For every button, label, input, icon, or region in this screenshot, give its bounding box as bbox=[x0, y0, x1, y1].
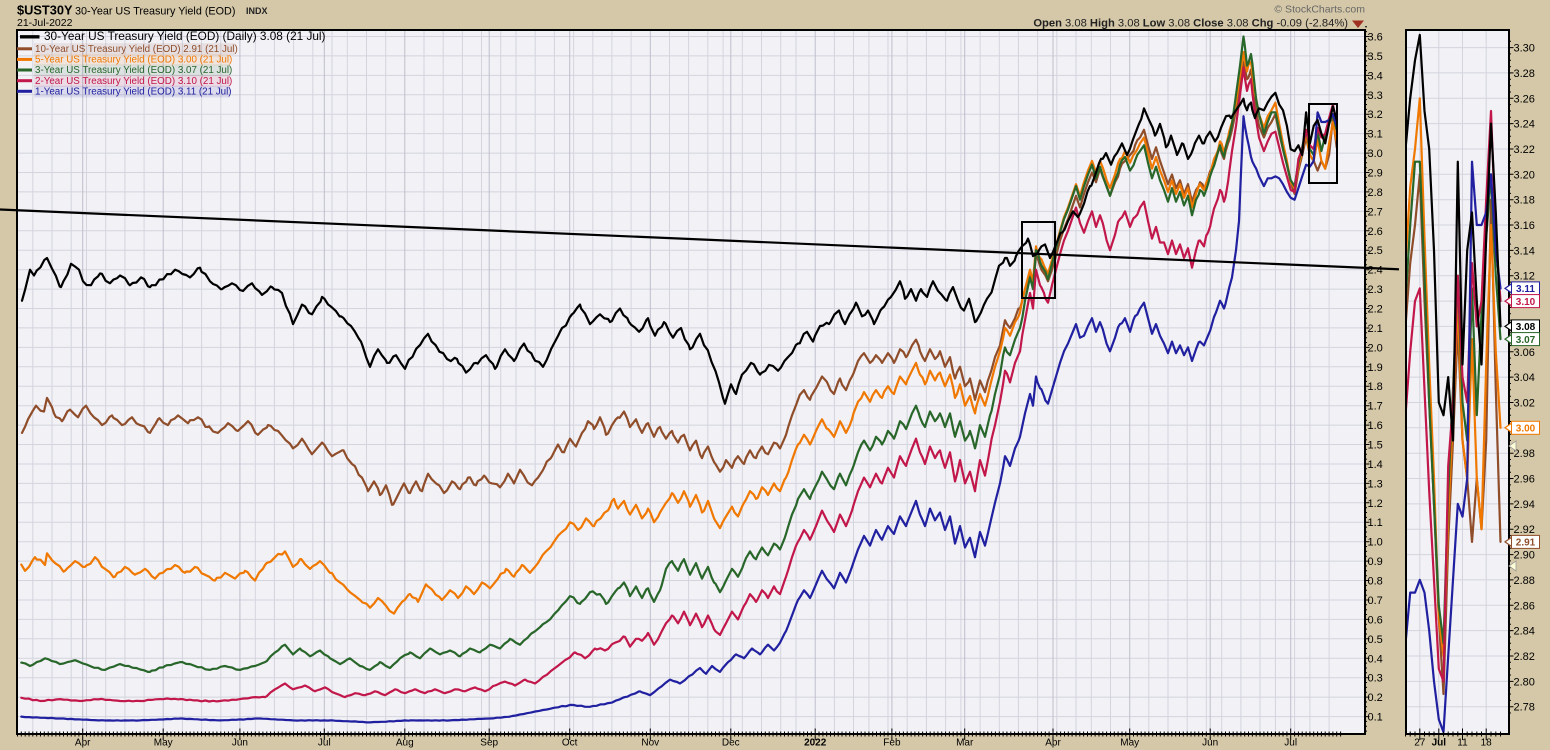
svg-text:0.5: 0.5 bbox=[1368, 634, 1383, 646]
svg-text:3.16: 3.16 bbox=[1514, 220, 1535, 232]
svg-text:© StockCharts.com: © StockCharts.com bbox=[1274, 4, 1365, 16]
svg-text:3.10: 3.10 bbox=[1516, 297, 1536, 308]
svg-text:1.5: 1.5 bbox=[1368, 440, 1383, 452]
svg-text:Aug: Aug bbox=[396, 738, 414, 749]
svg-text:3.3: 3.3 bbox=[1368, 90, 1383, 102]
svg-text:2022: 2022 bbox=[804, 738, 827, 749]
svg-text:3.28: 3.28 bbox=[1514, 68, 1535, 80]
svg-text:Jun: Jun bbox=[1202, 738, 1218, 749]
svg-text:3.18: 3.18 bbox=[1514, 195, 1535, 207]
svg-text:0.4: 0.4 bbox=[1368, 653, 1383, 665]
svg-text:1.7: 1.7 bbox=[1368, 401, 1383, 413]
svg-text:0.1: 0.1 bbox=[1368, 712, 1383, 724]
svg-text:3.0: 3.0 bbox=[1368, 148, 1383, 160]
svg-text:2.8: 2.8 bbox=[1368, 187, 1383, 199]
svg-text:2.2: 2.2 bbox=[1368, 304, 1383, 316]
svg-text:May: May bbox=[154, 738, 173, 749]
svg-text:1.4: 1.4 bbox=[1368, 459, 1383, 471]
svg-text:INDX: INDX bbox=[246, 6, 268, 16]
svg-text:30-Year US Treasury Yield (EOD: 30-Year US Treasury Yield (EOD) (Daily) … bbox=[44, 29, 326, 43]
svg-text:2.5: 2.5 bbox=[1368, 245, 1383, 257]
svg-text:21-Jul-2022: 21-Jul-2022 bbox=[17, 17, 73, 29]
svg-text:2.7: 2.7 bbox=[1368, 206, 1383, 218]
svg-text:3.12: 3.12 bbox=[1514, 271, 1535, 283]
svg-text:May: May bbox=[1120, 738, 1139, 749]
svg-text:18: 18 bbox=[1481, 738, 1493, 749]
svg-text:1-Year US Treasury Yield (EOD): 1-Year US Treasury Yield (EOD) 3.11 (21 … bbox=[35, 87, 232, 98]
svg-text:2.0: 2.0 bbox=[1368, 342, 1383, 354]
svg-text:11: 11 bbox=[1457, 738, 1468, 749]
svg-text:0.6: 0.6 bbox=[1368, 614, 1383, 626]
svg-text:30-Year US Treasury Yield (EOD: 30-Year US Treasury Yield (EOD) bbox=[75, 6, 235, 18]
svg-text:1.6: 1.6 bbox=[1368, 420, 1383, 432]
svg-text:2.84: 2.84 bbox=[1514, 626, 1535, 638]
svg-text:3.20: 3.20 bbox=[1514, 169, 1535, 181]
svg-text:2.3: 2.3 bbox=[1368, 284, 1383, 296]
svg-text:2.94: 2.94 bbox=[1514, 499, 1535, 511]
svg-text:3.11: 3.11 bbox=[1516, 284, 1535, 295]
svg-text:2.6: 2.6 bbox=[1368, 226, 1383, 238]
svg-text:0.9: 0.9 bbox=[1368, 556, 1383, 568]
svg-text:Apr: Apr bbox=[1045, 738, 1061, 749]
svg-text:2.82: 2.82 bbox=[1514, 651, 1535, 663]
svg-text:3.22: 3.22 bbox=[1514, 144, 1535, 156]
svg-text:2.92: 2.92 bbox=[1514, 524, 1535, 536]
svg-text:Apr: Apr bbox=[75, 738, 91, 749]
svg-text:1.2: 1.2 bbox=[1368, 498, 1383, 510]
svg-text:3.2: 3.2 bbox=[1368, 109, 1383, 121]
svg-text:2.98: 2.98 bbox=[1514, 448, 1535, 460]
svg-text:2.88: 2.88 bbox=[1514, 575, 1535, 587]
svg-text:Jul: Jul bbox=[1432, 738, 1447, 749]
svg-text:1.3: 1.3 bbox=[1368, 478, 1383, 490]
svg-text:2.78: 2.78 bbox=[1514, 702, 1535, 714]
svg-text:1.0: 1.0 bbox=[1368, 537, 1383, 549]
svg-text:Feb: Feb bbox=[883, 738, 901, 749]
svg-text:3.26: 3.26 bbox=[1514, 93, 1535, 105]
svg-text:3.4: 3.4 bbox=[1368, 70, 1383, 82]
svg-text:Mar: Mar bbox=[956, 738, 974, 749]
svg-text:3.5: 3.5 bbox=[1368, 51, 1383, 63]
svg-text:2.4: 2.4 bbox=[1368, 265, 1383, 277]
svg-text:3.06: 3.06 bbox=[1514, 347, 1535, 359]
svg-text:3.00: 3.00 bbox=[1516, 424, 1536, 435]
svg-text:$UST30Y: $UST30Y bbox=[17, 3, 73, 18]
svg-text:3.30: 3.30 bbox=[1514, 43, 1535, 55]
svg-text:3.24: 3.24 bbox=[1514, 119, 1535, 131]
svg-text:2.90: 2.90 bbox=[1514, 550, 1535, 562]
svg-text:0.3: 0.3 bbox=[1368, 673, 1383, 685]
svg-text:Sep: Sep bbox=[480, 738, 498, 749]
svg-text:2.80: 2.80 bbox=[1514, 676, 1535, 688]
svg-text:3.1: 3.1 bbox=[1368, 129, 1383, 141]
svg-text:Jul: Jul bbox=[1284, 738, 1297, 749]
svg-text:3.02: 3.02 bbox=[1514, 398, 1535, 410]
svg-text:3.14: 3.14 bbox=[1514, 245, 1535, 257]
svg-text:Nov: Nov bbox=[641, 738, 659, 749]
svg-text:3.6: 3.6 bbox=[1368, 32, 1383, 44]
svg-text:0.7: 0.7 bbox=[1368, 595, 1383, 607]
svg-text:2.1: 2.1 bbox=[1368, 323, 1383, 335]
svg-text:27: 27 bbox=[1414, 738, 1426, 749]
svg-text:3.04: 3.04 bbox=[1514, 372, 1535, 384]
svg-text:1.9: 1.9 bbox=[1368, 362, 1383, 374]
svg-text:2.86: 2.86 bbox=[1514, 600, 1535, 612]
svg-text:1.8: 1.8 bbox=[1368, 381, 1383, 393]
svg-text:0.8: 0.8 bbox=[1368, 576, 1383, 588]
svg-text:2.96: 2.96 bbox=[1514, 474, 1535, 486]
svg-text:Jul: Jul bbox=[318, 738, 331, 749]
svg-text:2-Year US Treasury Yield (EOD): 2-Year US Treasury Yield (EOD) 3.10 (21 … bbox=[35, 76, 232, 87]
svg-text:2.91: 2.91 bbox=[1516, 538, 1536, 549]
svg-text:2.9: 2.9 bbox=[1368, 168, 1383, 180]
svg-text:3.07: 3.07 bbox=[1516, 335, 1536, 346]
svg-text:Oct: Oct bbox=[562, 738, 578, 749]
svg-text:3.08: 3.08 bbox=[1516, 322, 1536, 333]
svg-text:Open 3.08 High 3.08 Low 3.08 C: Open 3.08 High 3.08 Low 3.08 Close 3.08 … bbox=[1033, 18, 1348, 30]
svg-text:0.2: 0.2 bbox=[1368, 692, 1383, 704]
svg-text:3-Year US Treasury Yield (EOD): 3-Year US Treasury Yield (EOD) 3.07 (21 … bbox=[35, 65, 232, 76]
svg-text:5-Year US Treasury Yield (EOD): 5-Year US Treasury Yield (EOD) 3.00 (21 … bbox=[35, 55, 232, 66]
svg-text:10-Year US Treasury Yield (EOD: 10-Year US Treasury Yield (EOD) 2.91 (21… bbox=[35, 44, 238, 55]
svg-text:1.1: 1.1 bbox=[1368, 517, 1383, 529]
svg-text:Dec: Dec bbox=[722, 738, 740, 749]
svg-text:Jun: Jun bbox=[232, 738, 248, 749]
